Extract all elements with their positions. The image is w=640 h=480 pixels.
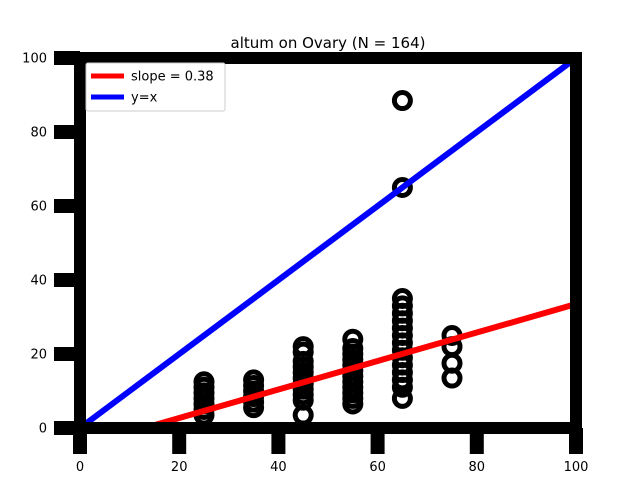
data-point — [391, 295, 413, 317]
chart-title: altum on Ovary (N = 164) — [231, 34, 426, 52]
legend-label-identity: y=x — [131, 91, 158, 106]
data-point — [342, 328, 364, 350]
data-point — [193, 371, 215, 393]
y-tick-label: 0 — [39, 422, 47, 437]
data-point — [441, 352, 463, 374]
plot-frame — [74, 52, 582, 434]
x-tick-label: 0 — [76, 460, 84, 475]
data-point — [391, 177, 413, 198]
data-point — [292, 336, 314, 358]
data-point — [243, 369, 265, 391]
x-tick-label: 20 — [171, 460, 188, 475]
y-tick-label: 40 — [30, 274, 47, 289]
y-tick-label: 100 — [22, 52, 47, 67]
x-tick-label: 80 — [469, 460, 486, 475]
identity-line — [80, 58, 576, 428]
series-layer — [80, 58, 576, 428]
x-tick-label: 100 — [564, 460, 589, 475]
data-point — [342, 337, 364, 359]
y-tick-label: 20 — [30, 348, 47, 363]
x-tick-label: 60 — [369, 460, 386, 475]
axes-layer: 0 20 40 60 80 100 0 20 40 60 80 100 — [22, 51, 589, 475]
legend-label-slope: slope = 0.38 — [131, 70, 214, 85]
data-point — [391, 288, 413, 309]
y-tick-label: 60 — [30, 200, 47, 215]
data-point — [391, 90, 413, 112]
legend: slope = 0.38 y=x — [85, 62, 226, 112]
x-tick-label: 40 — [270, 460, 287, 475]
y-tick-label: 80 — [30, 126, 47, 141]
